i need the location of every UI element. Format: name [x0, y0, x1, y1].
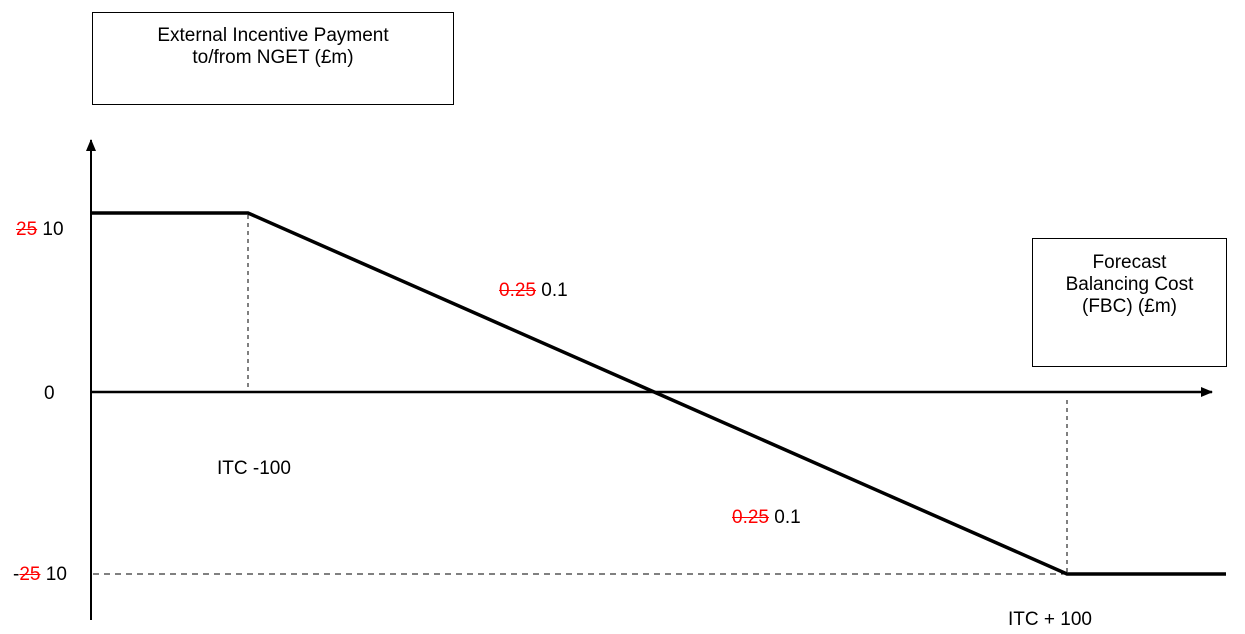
slope-lower-struck: 0.25: [732, 507, 769, 528]
slope-upper-struck: 0.25: [499, 280, 536, 301]
slope-label-upper: 0.25 0.1: [499, 280, 568, 302]
y-label-bottom-prefix: -: [13, 564, 20, 585]
x-label-itc-minus-100: ITC -100: [217, 458, 291, 479]
y-label-bottom-struck: 25: [19, 564, 41, 585]
y-label-top-struck: 25: [16, 219, 38, 240]
x-axis-title-line3: (FBC) (£m): [1082, 296, 1177, 317]
y-label-zero: 0: [44, 383, 55, 404]
x-axis-title-line2: Balancing Cost: [1065, 274, 1194, 295]
slope-label-lower: 0.25 0.1: [732, 507, 801, 529]
x-axis-title-box: Forecast Balancing Cost (FBC) (£m): [1032, 238, 1227, 367]
y-label-top: 25 10: [16, 219, 64, 241]
x-axis-title-line1: Forecast: [1092, 252, 1167, 273]
slope-lower-value: 0.1: [774, 507, 801, 528]
slope-upper-value: 0.1: [541, 280, 568, 301]
incentive-payment-line: [91, 211, 1226, 576]
x-label-itc-plus-100: ITC + 100: [1008, 609, 1092, 630]
y-axis-title-box: External Incentive Payment to/from NGET …: [92, 12, 454, 105]
y-label-bottom-value: 10: [45, 564, 67, 585]
y-axis-title-line2: to/from NGET (£m): [192, 47, 354, 68]
y-label-bottom: -25 10: [13, 564, 67, 586]
y-axis-title-line1: External Incentive Payment: [157, 25, 389, 46]
y-label-top-value: 10: [42, 219, 64, 240]
